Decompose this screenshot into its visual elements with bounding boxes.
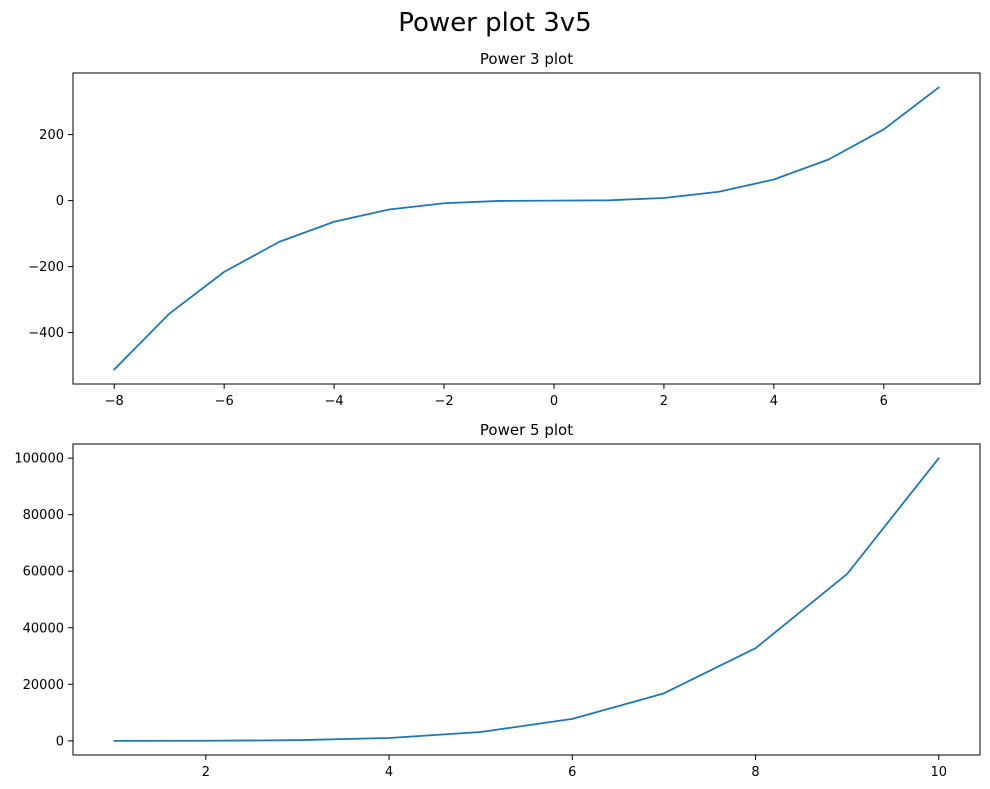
- y-axis: −400 −200 0 200: [28, 128, 73, 341]
- y-tick-label: 80000: [23, 508, 64, 523]
- subplot-title: Power 3 plot: [480, 50, 573, 68]
- x-tick-label: 0: [550, 394, 558, 409]
- x-tick-label: 2: [660, 394, 668, 409]
- plot-area: [113, 86, 940, 371]
- x-tick-label: 4: [385, 765, 393, 780]
- y-tick-label: 60000: [23, 565, 64, 580]
- y-tick-label: −200: [28, 260, 64, 275]
- y-tick-label: 40000: [23, 621, 64, 636]
- figure-suptitle: Power plot 3v5: [398, 8, 591, 38]
- subplot-title: Power 5 plot: [480, 421, 573, 439]
- y-tick-label: 0: [56, 194, 64, 209]
- series-line: [113, 86, 940, 371]
- x-tick-label: 4: [770, 394, 778, 409]
- x-tick-label: −6: [215, 394, 234, 409]
- x-tick-label: 10: [930, 765, 947, 780]
- x-tick-label: 2: [202, 765, 210, 780]
- y-axis: 0 20000 40000 60000 80000 100000: [14, 452, 73, 749]
- plot-area: [113, 457, 940, 742]
- series-line: [113, 457, 940, 742]
- axes-frame: [72, 72, 981, 385]
- subplot-power-3: Power 3 plot −8 −6 −4 −2 0 2 4 6 −400 −200 0 200: [28, 50, 981, 409]
- y-tick-label: 100000: [14, 452, 64, 467]
- x-tick-label: 6: [568, 765, 576, 780]
- x-tick-label: 8: [751, 765, 759, 780]
- axes-frame: [72, 443, 981, 756]
- x-axis: −8 −6 −4 −2 0 2 4 6: [105, 384, 888, 409]
- y-tick-label: 20000: [23, 678, 64, 693]
- x-axis: 2 4 6 8 10: [202, 755, 947, 780]
- x-tick-label: −2: [434, 394, 453, 409]
- x-tick-label: −4: [325, 394, 344, 409]
- y-tick-label: 200: [39, 128, 64, 143]
- x-tick-label: −8: [105, 394, 124, 409]
- y-tick-label: −400: [28, 326, 64, 341]
- y-tick-label: 0: [56, 734, 64, 749]
- x-tick-label: 6: [880, 394, 888, 409]
- subplot-power-5: Power 5 plot 2 4 6 8 10 0 20000 40000 60000 8000…: [14, 421, 981, 780]
